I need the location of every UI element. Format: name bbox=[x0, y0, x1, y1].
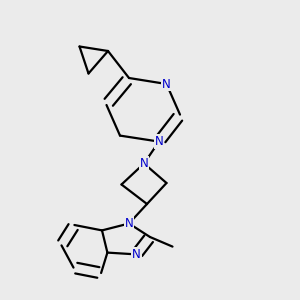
Text: N: N bbox=[162, 77, 171, 91]
Text: N: N bbox=[132, 248, 141, 261]
Text: N: N bbox=[124, 217, 134, 230]
Text: N: N bbox=[140, 157, 148, 170]
Text: N: N bbox=[154, 135, 164, 148]
